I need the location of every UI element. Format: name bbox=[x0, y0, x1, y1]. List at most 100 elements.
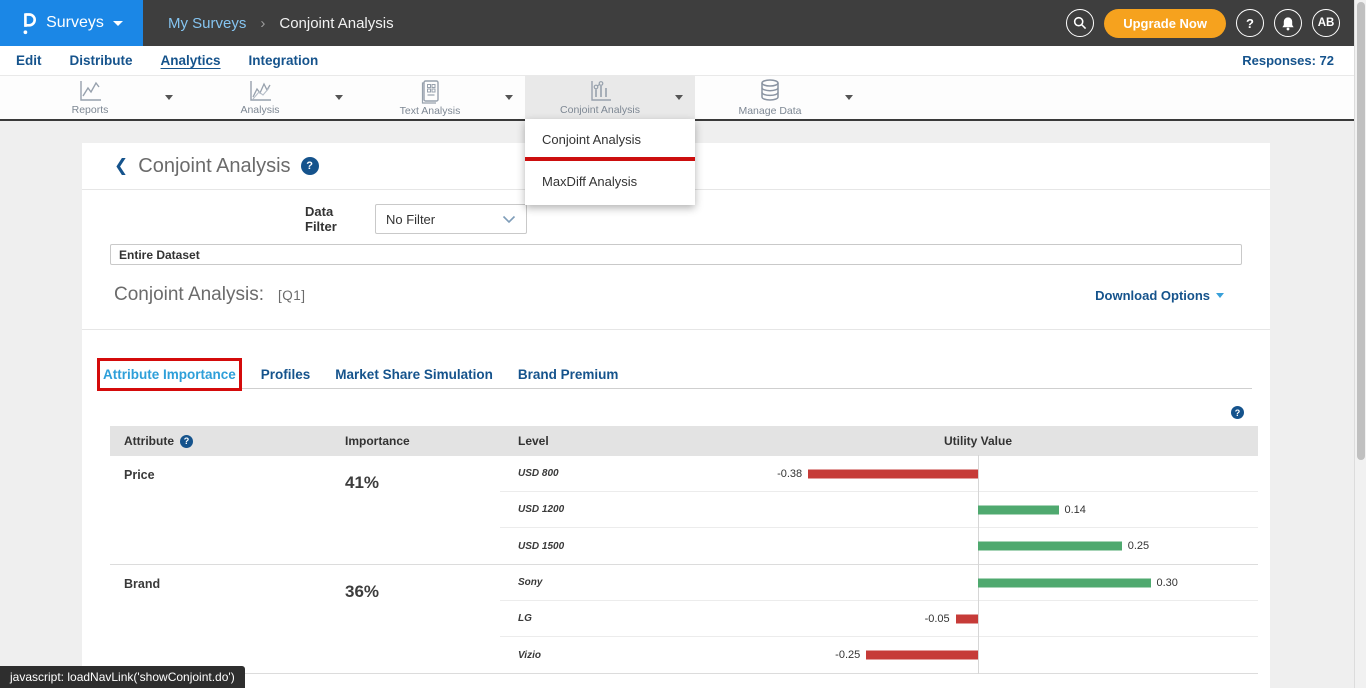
nav-tab-distribute[interactable]: Distribute bbox=[70, 53, 133, 68]
conjoint-dropdown-menu: Conjoint Analysis MaxDiff Analysis bbox=[525, 119, 695, 205]
nav-tab-edit[interactable]: Edit bbox=[16, 53, 42, 68]
toolbar-item-body: Conjoint Analysis bbox=[525, 79, 675, 116]
level-row-usd-800: USD 800-0.38 bbox=[500, 456, 1258, 492]
attribute-name: Brand bbox=[110, 565, 330, 673]
scatter-chart-icon bbox=[587, 79, 613, 103]
utility-bar bbox=[808, 469, 978, 478]
chevron-down-icon[interactable] bbox=[845, 95, 853, 100]
analytics-toolbar: Reports AnalysisText Analysis Conjoint Ana… bbox=[0, 76, 1366, 121]
levels-column: Sony 0.30 LG-0.05 Vizio -0.25 bbox=[500, 565, 1258, 673]
utility-bar bbox=[978, 505, 1059, 514]
product-switcher[interactable]: Surveys bbox=[0, 0, 143, 46]
zero-axis-line bbox=[978, 455, 979, 492]
level-row-lg: LG-0.05 bbox=[500, 601, 1258, 637]
level-row-vizio: Vizio -0.25 bbox=[500, 637, 1258, 673]
avatar[interactable]: AB bbox=[1312, 9, 1340, 37]
data-filter-row: Data Filter No Filter bbox=[82, 204, 1270, 234]
breadcrumb-my-surveys[interactable]: My Surveys bbox=[168, 15, 246, 32]
toolbar-item-reports[interactable]: Reports bbox=[15, 76, 185, 119]
topbar: Surveys My Surveys › Conjoint Analysis U… bbox=[0, 0, 1366, 46]
status-bar-link-preview: javascript: loadNavLink('showConjoint.do… bbox=[0, 666, 245, 688]
toolbar-item-analysis[interactable]: Analysis bbox=[185, 76, 355, 119]
subnav-links: Edit Distribute Analytics Integration bbox=[16, 53, 318, 68]
level-row-usd-1500: USD 1500 0.25 bbox=[500, 528, 1258, 564]
level-row-usd-1200: USD 12000.14 bbox=[500, 492, 1258, 528]
main-content: ❮ Conjoint Analysis ? Data Filter No Fil… bbox=[82, 143, 1270, 688]
utility-value-label: -0.25 bbox=[835, 649, 860, 661]
utility-bar bbox=[956, 614, 978, 623]
utility-bar-chart: -0.38 bbox=[630, 456, 1258, 491]
utility-bar-chart: -0.05 bbox=[630, 601, 1258, 636]
table-help-icon[interactable]: ? bbox=[1231, 406, 1244, 419]
level-header-label: Level bbox=[518, 434, 549, 448]
utility-bar-chart: 0.30 bbox=[630, 565, 1258, 600]
page-help-icon[interactable]: ? bbox=[301, 157, 319, 175]
toolbar-item-label: Conjoint Analysis bbox=[560, 104, 640, 116]
result-tabs: Attribute Importance Profiles Market Share… bbox=[100, 361, 1252, 389]
utility-bar-chart: 0.25 bbox=[630, 528, 1258, 564]
toolbar-item-text-analysis[interactable]: Text Analysis bbox=[355, 76, 525, 119]
text-book-icon bbox=[418, 79, 442, 104]
scrollbar-thumb[interactable] bbox=[1357, 2, 1365, 460]
utility-value-label: 0.25 bbox=[1128, 540, 1149, 552]
upgrade-now-button[interactable]: Upgrade Now bbox=[1104, 9, 1226, 38]
tab-attribute-importance[interactable]: Attribute Importance bbox=[100, 361, 239, 388]
level-name: USD 1500 bbox=[500, 541, 630, 552]
topbar-actions: Upgrade Now ? AB bbox=[1066, 9, 1340, 38]
level-name: Sony bbox=[500, 577, 630, 588]
col-header-attribute: Attribute ? bbox=[110, 434, 330, 448]
download-options-button[interactable]: Download Options bbox=[1095, 288, 1224, 303]
col-header-importance: Importance bbox=[330, 434, 500, 448]
nav-tab-analytics[interactable]: Analytics bbox=[161, 53, 221, 68]
nav-tab-integration[interactable]: Integration bbox=[249, 53, 319, 68]
level-name: LG bbox=[500, 613, 630, 624]
attribute-name: Price bbox=[110, 456, 330, 564]
product-name: Surveys bbox=[46, 14, 104, 32]
tab-market-share-simulation[interactable]: Market Share Simulation bbox=[332, 361, 496, 388]
notifications-button[interactable] bbox=[1274, 9, 1302, 37]
multi-line-chart-icon bbox=[247, 79, 273, 103]
toolbar-item-body: Text Analysis bbox=[355, 79, 505, 117]
section-divider bbox=[82, 329, 1270, 330]
help-button[interactable]: ? bbox=[1236, 9, 1264, 37]
attribute-importance-value: 41% bbox=[330, 456, 500, 564]
section-header: Conjoint Analysis: [Q1] Download Options bbox=[82, 281, 1270, 309]
dataset-field[interactable]: Entire Dataset bbox=[110, 244, 1242, 265]
search-icon bbox=[1073, 16, 1087, 30]
chevron-down-icon bbox=[113, 21, 123, 26]
back-button[interactable]: ❮ bbox=[114, 156, 128, 176]
section-title: Conjoint Analysis: bbox=[114, 284, 264, 306]
toolbar-item-conjoint-analysis[interactable]: Conjoint Analysis bbox=[525, 76, 695, 119]
attribute-importance-value: 36% bbox=[330, 565, 500, 673]
attribute-group-brand: Brand36%Sony 0.30 LG-0.05 Vizio -0.25 bbox=[110, 565, 1258, 674]
chevron-down-icon[interactable] bbox=[165, 95, 173, 100]
menu-item-maxdiff-analysis[interactable]: MaxDiff Analysis bbox=[525, 161, 695, 196]
toolbar-item-body: Manage Data bbox=[695, 78, 845, 117]
toolbar-item-manage-data[interactable]: Manage Data bbox=[695, 76, 865, 119]
page-title: Conjoint Analysis bbox=[138, 155, 290, 178]
data-filter-label: Data Filter bbox=[305, 204, 367, 234]
chevron-down-icon[interactable] bbox=[675, 95, 683, 100]
responses-count: Responses: 72 bbox=[1242, 53, 1334, 68]
bell-icon bbox=[1281, 16, 1295, 31]
tab-profiles[interactable]: Profiles bbox=[258, 361, 314, 388]
data-filter-select[interactable]: No Filter bbox=[375, 204, 527, 234]
chevron-down-icon[interactable] bbox=[505, 95, 513, 100]
toolbar-item-label: Reports bbox=[72, 104, 109, 116]
col-header-level: Level Utility Value bbox=[500, 434, 1258, 448]
menu-item-conjoint-analysis[interactable]: Conjoint Analysis bbox=[525, 119, 695, 154]
utility-value-label: 0.30 bbox=[1157, 577, 1178, 589]
search-button[interactable] bbox=[1066, 9, 1094, 37]
toolbar-item-body: Reports bbox=[15, 79, 165, 116]
chevron-down-icon[interactable] bbox=[335, 95, 343, 100]
level-name: USD 800 bbox=[500, 468, 630, 479]
utility-value-label: 0.14 bbox=[1065, 504, 1086, 516]
table-header-row: Attribute ? Importance Level Utility Val… bbox=[110, 426, 1258, 456]
utility-bar-chart: -0.25 bbox=[630, 637, 1258, 673]
attribute-help-icon[interactable]: ? bbox=[180, 435, 193, 448]
tab-brand-premium[interactable]: Brand Premium bbox=[515, 361, 622, 388]
breadcrumb: My Surveys › Conjoint Analysis bbox=[168, 15, 394, 32]
level-name: Vizio bbox=[500, 650, 630, 661]
utility-bar-chart: 0.14 bbox=[630, 492, 1258, 527]
utility-bar bbox=[978, 578, 1151, 587]
